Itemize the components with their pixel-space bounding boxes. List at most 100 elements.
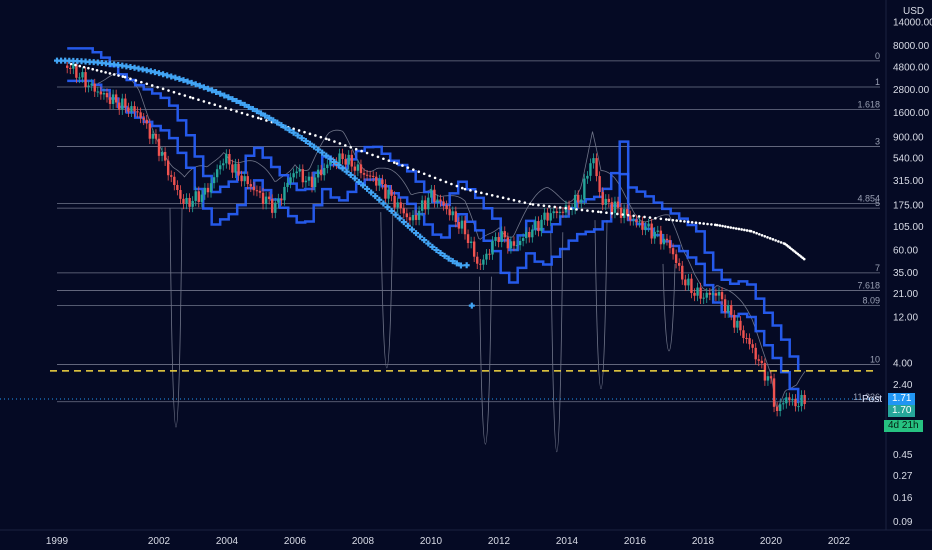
- ma-dot: [558, 206, 562, 209]
- candle-body: [329, 161, 332, 165]
- candle-body: [439, 199, 442, 202]
- candle-body: [460, 220, 464, 229]
- time-axis[interactable]: 1999 2002 2004 2006 2008 2010 2012 2014 2016 2018…: [0, 529, 932, 547]
- candle-body: [543, 212, 546, 220]
- candle-body: [261, 192, 265, 205]
- ma-dot: [134, 79, 138, 82]
- sar-marker: [368, 189, 375, 196]
- candle-body: [745, 337, 748, 339]
- ma-dot: [112, 73, 116, 76]
- candle-body: [497, 237, 500, 242]
- candle-body: [592, 158, 595, 164]
- candle-body: [742, 330, 745, 338]
- candle-body: [231, 164, 234, 173]
- candle-body: [295, 171, 298, 174]
- ma-dot: [575, 208, 578, 211]
- ma-dot: [303, 130, 306, 134]
- sar-marker: [453, 260, 460, 267]
- candle-body: [653, 231, 656, 239]
- candle-body: [629, 215, 632, 221]
- ma-dot: [702, 222, 705, 225]
- ma-dot: [518, 200, 521, 203]
- candle-body: [154, 133, 158, 139]
- ma-dot: [406, 166, 410, 169]
- ma-dot: [632, 214, 635, 218]
- candle-body: [323, 168, 326, 176]
- sar-marker: [327, 155, 334, 162]
- ma-dot: [683, 220, 686, 223]
- ma-dot: [686, 220, 690, 224]
- ma-dot: [178, 92, 181, 96]
- price-axis[interactable]: 14000.00 8000.00 4800.00 2800.00 1600.00 900.…: [885, 0, 932, 530]
- candle-body: [292, 173, 295, 178]
- ma-dot: [718, 224, 722, 227]
- x-tick-label: 2014: [556, 536, 579, 547]
- sar-marker: [249, 106, 256, 113]
- ma-dot: [648, 216, 652, 219]
- sar-marker: [457, 262, 464, 269]
- candle-body: [580, 199, 583, 203]
- indicator-spike: [662, 263, 676, 352]
- y-tick-label: 21.00: [893, 289, 918, 300]
- candle-body: [552, 211, 555, 214]
- candle-body: [482, 259, 485, 265]
- x-tick-label: 2022: [828, 536, 851, 547]
- sar-marker: [445, 255, 452, 262]
- ma-dot: [553, 205, 557, 209]
- candle-body: [111, 94, 115, 104]
- candle-body: [610, 202, 614, 213]
- fib-label: 8.09: [862, 296, 880, 306]
- candle-body: [788, 397, 791, 401]
- ma-dot: [758, 232, 761, 236]
- candle-body: [341, 153, 344, 160]
- ma-dot: [246, 113, 249, 116]
- sar-marker: [282, 124, 289, 131]
- ma-dot: [123, 75, 127, 79]
- ma-dot: [213, 103, 217, 107]
- sar-marker: [339, 165, 346, 172]
- candle-body: [696, 287, 699, 296]
- candle-body: [264, 196, 268, 205]
- candle-body: [387, 189, 390, 199]
- candle-body: [457, 222, 461, 229]
- sar-marker: [229, 96, 236, 103]
- y-tick-label: 12.00: [893, 313, 918, 324]
- candle-body: [283, 186, 286, 201]
- sar-marker: [225, 94, 232, 101]
- candle-body: [78, 77, 81, 79]
- ma-dot: [713, 223, 717, 227]
- ma-dot: [87, 66, 90, 70]
- candle-body: [791, 398, 794, 401]
- candle-body: [240, 175, 243, 182]
- candle-body: [274, 202, 277, 213]
- ma-dot: [202, 100, 206, 103]
- x-tick-label: 2020: [760, 536, 783, 547]
- candle-body: [396, 202, 399, 208]
- candle-body: [690, 278, 693, 293]
- x-tick-label: 2006: [284, 536, 307, 547]
- sar-marker: [233, 97, 240, 104]
- indicator-spike: [550, 232, 564, 452]
- ma-dot: [412, 168, 415, 171]
- candle-body: [72, 63, 75, 69]
- candle-body: [650, 223, 653, 239]
- candle-body: [249, 184, 252, 187]
- sar-marker: [372, 193, 379, 200]
- candle-body: [225, 153, 228, 164]
- sar-marker: [274, 119, 281, 126]
- ma-dot: [371, 153, 374, 157]
- x-tick-label: 1999: [46, 536, 69, 547]
- sar-marker: [421, 237, 428, 244]
- ma-dot: [191, 96, 195, 100]
- indicator-spike: [479, 276, 492, 445]
- ma-dot: [802, 257, 806, 261]
- candle-body: [760, 360, 764, 364]
- candle-body: [372, 175, 375, 177]
- candle-body: [148, 123, 152, 139]
- candle-body: [644, 226, 647, 230]
- y-tick-label: 1600.00: [893, 108, 930, 119]
- candle-body: [197, 191, 200, 202]
- ma-dot: [117, 74, 120, 77]
- candle-body: [451, 211, 454, 216]
